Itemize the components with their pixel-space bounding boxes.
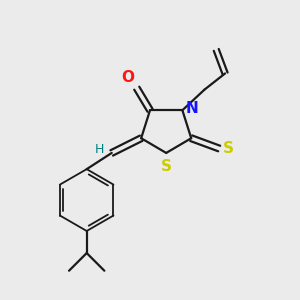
Text: O: O <box>122 70 134 85</box>
Text: S: S <box>223 141 234 156</box>
Text: H: H <box>95 143 104 156</box>
Text: S: S <box>161 159 172 174</box>
Text: N: N <box>186 101 199 116</box>
